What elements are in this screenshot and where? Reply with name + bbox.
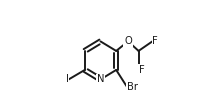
Text: N: N (97, 74, 104, 84)
Text: F: F (152, 36, 158, 46)
Text: Br: Br (127, 82, 138, 92)
Text: I: I (66, 74, 69, 84)
Text: F: F (139, 65, 144, 75)
Text: O: O (124, 36, 132, 46)
